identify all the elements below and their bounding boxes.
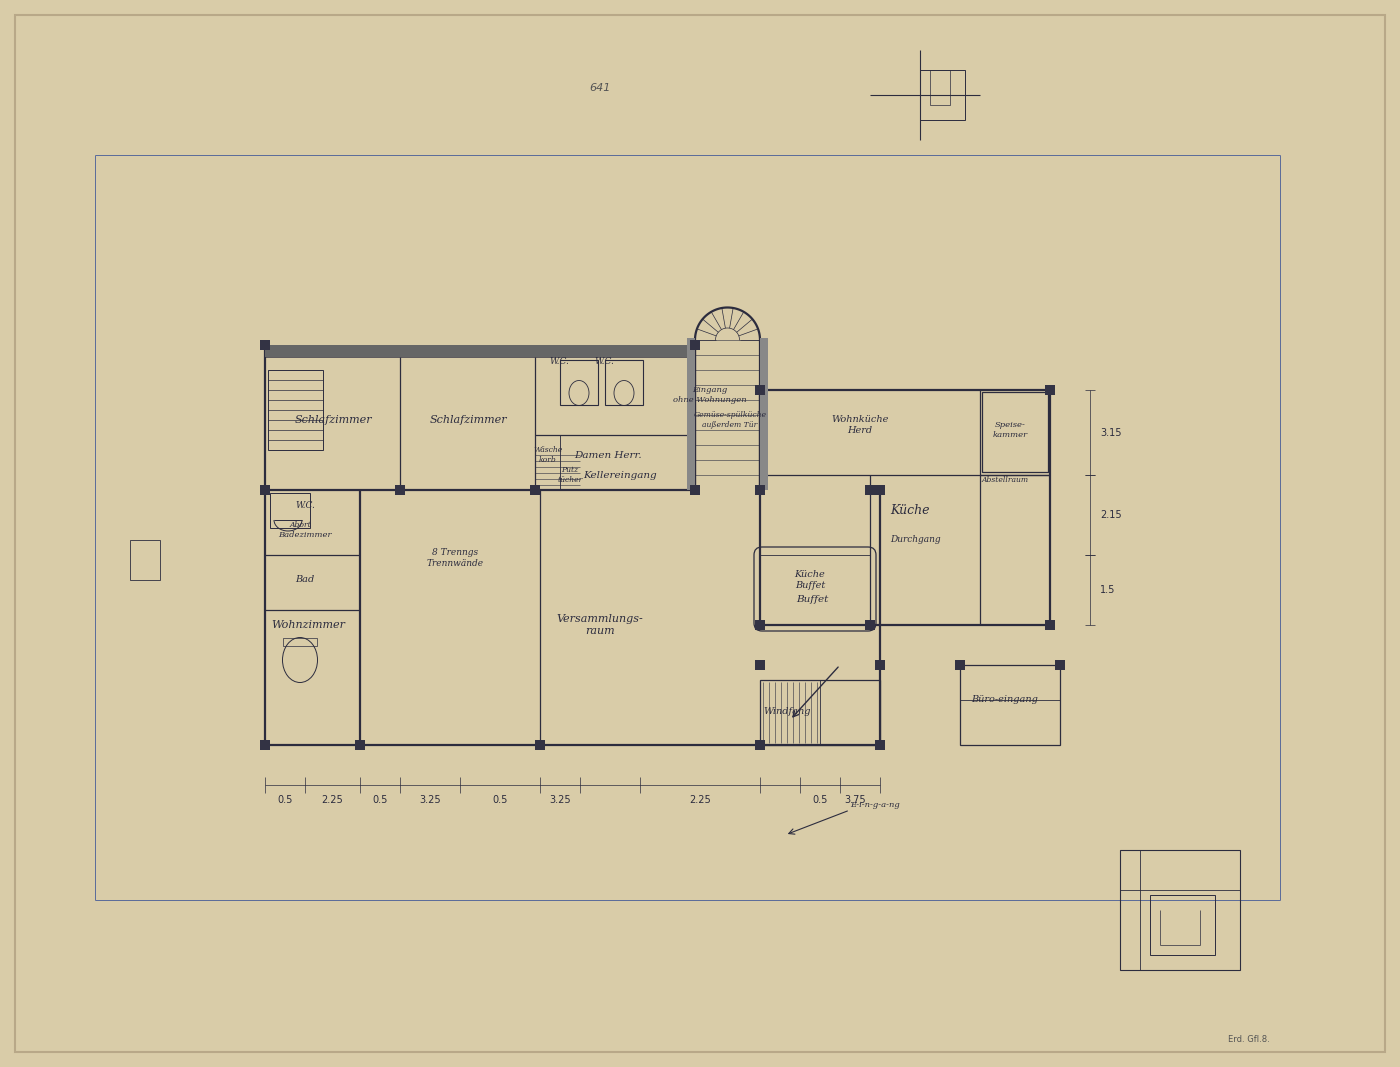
Text: 2.25: 2.25	[321, 795, 343, 805]
Text: Buffet: Buffet	[795, 595, 829, 605]
Text: E-i-n-g-a-ng: E-i-n-g-a-ng	[850, 801, 900, 809]
Bar	[1120, 850, 1240, 970]
Text: Eingang
ohne Wohnungen: Eingang ohne Wohnungen	[673, 386, 746, 403]
Text: 3.25: 3.25	[419, 795, 441, 805]
Bar	[267, 370, 323, 450]
Bar	[955, 660, 965, 670]
Bar	[865, 620, 875, 630]
Bar	[265, 345, 694, 357]
Text: Durchgang: Durchgang	[889, 536, 941, 544]
Bar	[260, 485, 270, 495]
Bar	[875, 740, 885, 750]
Text: W.C.: W.C.	[295, 500, 315, 510]
Bar	[690, 340, 700, 350]
Text: Erd. Gfl.8.: Erd. Gfl.8.	[1228, 1035, 1270, 1045]
Bar	[981, 392, 1049, 472]
Bar	[875, 485, 885, 495]
Text: Bad: Bad	[295, 575, 315, 585]
Text: 0.5: 0.5	[493, 795, 508, 805]
Text: 1.5: 1.5	[1100, 585, 1116, 595]
Bar	[560, 360, 598, 405]
Bar	[755, 385, 764, 395]
Bar	[755, 740, 764, 750]
Text: Putz
tücher: Putz tücher	[557, 466, 582, 483]
Text: Badezimmer: Badezimmer	[279, 531, 332, 539]
Bar	[605, 360, 643, 405]
Bar	[270, 493, 309, 528]
Bar	[960, 665, 1060, 745]
Bar	[875, 660, 885, 670]
Text: 3.25: 3.25	[549, 795, 571, 805]
Bar	[283, 638, 316, 646]
Text: Wohnzimmer: Wohnzimmer	[272, 620, 344, 630]
Text: 641: 641	[589, 83, 610, 93]
Text: Schlafzimmer: Schlafzimmer	[294, 415, 372, 425]
Bar	[687, 338, 694, 490]
Bar	[535, 740, 545, 750]
Bar	[260, 740, 270, 750]
Text: Wäsche
korb: Wäsche korb	[533, 446, 563, 463]
Bar	[130, 540, 160, 580]
Bar	[865, 485, 875, 495]
Text: Abstellraum: Abstellraum	[981, 476, 1029, 484]
Bar	[920, 70, 965, 120]
Text: Damen Herr.: Damen Herr.	[574, 450, 641, 460]
Bar	[760, 391, 1050, 625]
Text: W.C.: W.C.	[549, 357, 568, 366]
Text: 0.5: 0.5	[277, 795, 293, 805]
Bar	[1056, 660, 1065, 670]
Text: Schlafzimmer: Schlafzimmer	[430, 415, 507, 425]
Bar	[260, 340, 270, 350]
Bar	[760, 680, 881, 745]
Text: Versammlungs-
raum: Versammlungs- raum	[557, 615, 644, 636]
Bar	[356, 740, 365, 750]
Text: Windfang: Windfang	[763, 707, 811, 717]
Text: Speise-
kammer: Speise- kammer	[993, 421, 1028, 439]
Text: 0.5: 0.5	[372, 795, 388, 805]
Text: 2.15: 2.15	[1100, 510, 1121, 520]
Bar	[1044, 385, 1056, 395]
Text: Küche: Küche	[890, 504, 930, 516]
Text: 3.15: 3.15	[1100, 428, 1121, 437]
Text: Büro-eingang: Büro-eingang	[972, 696, 1039, 704]
Text: Kellereingang: Kellereingang	[584, 471, 657, 479]
Text: Gemüse-spülküche
außerdem Tür: Gemüse-spülküche außerdem Tür	[693, 412, 767, 429]
Bar	[755, 485, 764, 495]
Bar	[755, 660, 764, 670]
Bar	[690, 485, 700, 495]
Bar	[755, 620, 764, 630]
Text: 0.5: 0.5	[812, 795, 827, 805]
Bar	[760, 338, 769, 490]
Text: Küche
Buffet: Küche Buffet	[795, 570, 826, 590]
Text: 3.75: 3.75	[844, 795, 865, 805]
Bar	[1149, 895, 1215, 955]
Text: Wohnküche
Herd: Wohnküche Herd	[832, 415, 889, 434]
Text: 2.25: 2.25	[689, 795, 711, 805]
Bar	[531, 485, 540, 495]
Text: W.C.: W.C.	[594, 357, 615, 366]
Bar	[395, 485, 405, 495]
Bar	[265, 345, 694, 357]
Text: Abort: Abort	[290, 521, 311, 529]
Bar	[1044, 620, 1056, 630]
Bar	[930, 70, 951, 105]
Text: 8 Trenngs
Trennwände: 8 Trenngs Trennwände	[427, 548, 483, 568]
